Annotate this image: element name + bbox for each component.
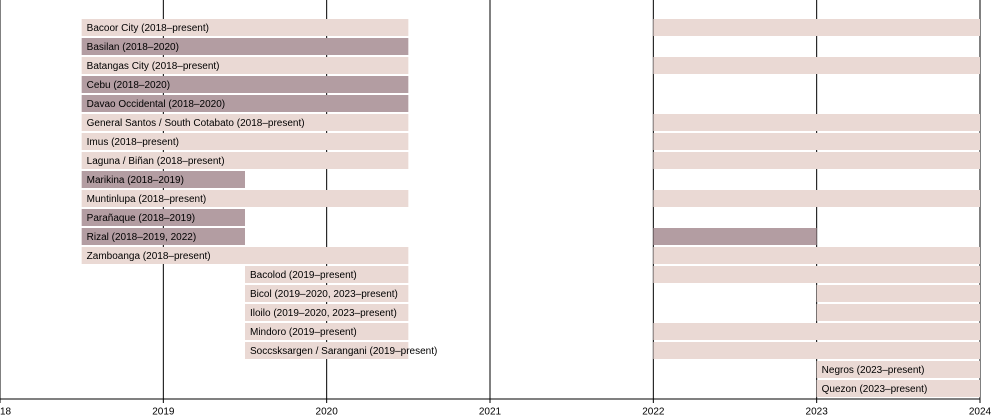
bar-segment (653, 152, 980, 169)
row-label: Iloilo (2019–2020, 2023–present) (250, 308, 397, 319)
row-label: Bacolod (2019–present) (250, 270, 357, 281)
bar-segment (653, 342, 980, 359)
bar-segment (653, 247, 980, 264)
row-label: Bicol (2019–2020, 2023–present) (250, 289, 398, 300)
bar-segment (245, 342, 409, 359)
bar-segment (81, 95, 409, 112)
row-label: Negros (2023–present) (822, 365, 925, 376)
bar-segment (81, 171, 246, 188)
bar-segment (653, 57, 980, 74)
bar-segment (81, 190, 409, 207)
row-label: Marikina (2018–2019) (87, 175, 184, 186)
row-label: Basilan (2018–2020) (87, 42, 179, 53)
bar-segment (816, 304, 980, 321)
bar-segment (653, 228, 817, 245)
bar-segment (81, 209, 246, 226)
bar-segment (81, 57, 409, 74)
bar-segment (653, 323, 980, 340)
row-label: Rizal (2018–2019, 2022) (87, 232, 197, 243)
bar-segment (653, 266, 980, 283)
row-label: Laguna / Biñan (2018–present) (87, 156, 225, 167)
bar-segment (653, 133, 980, 150)
bar-segment (245, 304, 409, 321)
row-label: Bacoor City (2018–present) (87, 23, 209, 34)
row-label: Parañaque (2018–2019) (87, 213, 195, 224)
row-label: Davao Occidental (2018–2020) (87, 99, 225, 110)
bar-segment (81, 114, 409, 131)
row-label: Soccsksargen / Sarangani (2019–present) (250, 346, 437, 357)
bar-segment (81, 228, 246, 245)
x-tick-label: 2024 (969, 407, 992, 418)
row-label: Quezon (2023–present) (822, 384, 928, 395)
bar-segment (245, 323, 409, 340)
bar-segment (816, 380, 980, 397)
x-tick-label: 2023 (806, 407, 829, 418)
row-label: Imus (2018–present) (87, 137, 179, 148)
bar-segment (245, 285, 409, 302)
bar-segment (653, 114, 980, 131)
row-label: Cebu (2018–2020) (87, 80, 170, 91)
bar-segment (81, 76, 409, 93)
bar-segment (653, 19, 980, 36)
row-label: General Santos / South Cotabato (2018–pr… (87, 118, 305, 129)
bar-segment (81, 247, 409, 264)
x-tick-label: 2018 (0, 407, 12, 418)
bar-segment (81, 152, 409, 169)
x-tick-label: 2019 (152, 407, 175, 418)
row-label: Muntinlupa (2018–present) (87, 194, 207, 205)
row-label: Zamboanga (2018–present) (87, 251, 211, 262)
x-tick-label: 2020 (316, 407, 339, 418)
row-label: Batangas City (2018–present) (87, 61, 220, 72)
bar-segment (81, 38, 409, 55)
bar-segment (245, 266, 409, 283)
bar-segment (81, 19, 409, 36)
x-tick-label: 2022 (642, 407, 665, 418)
row-label: Mindoro (2019–present) (250, 327, 357, 338)
bar-segment (81, 133, 409, 150)
bar-segment (653, 190, 980, 207)
x-tick-label: 2021 (479, 407, 502, 418)
bar-segment (816, 361, 980, 378)
bar-segment (816, 285, 980, 302)
